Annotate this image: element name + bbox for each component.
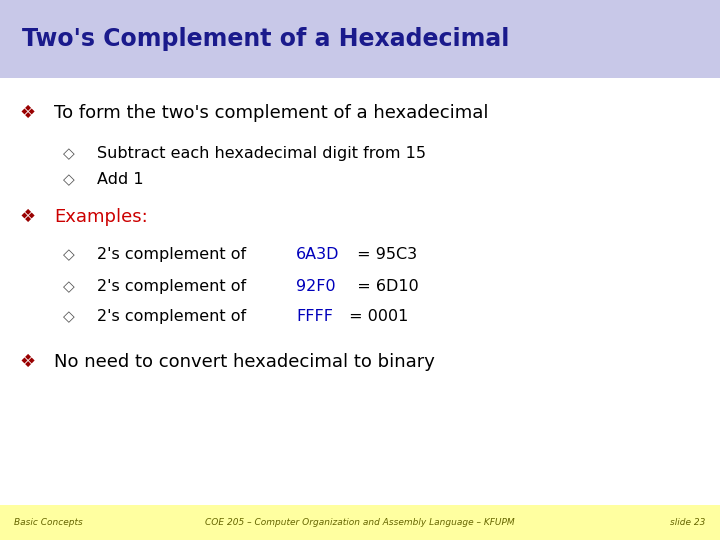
Text: 6A3D: 6A3D <box>296 247 340 262</box>
Text: = 95C3: = 95C3 <box>352 247 418 262</box>
Text: 2's complement of: 2's complement of <box>97 279 251 294</box>
Text: 2's complement of: 2's complement of <box>97 247 251 262</box>
FancyBboxPatch shape <box>0 505 720 540</box>
Text: ◇: ◇ <box>63 247 74 262</box>
Text: ◇: ◇ <box>63 309 74 325</box>
Text: ❖: ❖ <box>19 353 35 371</box>
Text: COE 205 – Computer Organization and Assembly Language – KFUPM: COE 205 – Computer Organization and Asse… <box>205 518 515 527</box>
Text: ◇: ◇ <box>63 146 74 161</box>
Text: 92F0: 92F0 <box>296 279 336 294</box>
Text: 2's complement of: 2's complement of <box>97 309 251 325</box>
Text: = 0001: = 0001 <box>344 309 408 325</box>
Text: = 6D10: = 6D10 <box>347 279 419 294</box>
Text: Subtract each hexadecimal digit from 15: Subtract each hexadecimal digit from 15 <box>97 146 426 161</box>
Text: ◇: ◇ <box>63 172 74 187</box>
Text: ❖: ❖ <box>19 104 35 123</box>
Text: Examples:: Examples: <box>54 208 148 226</box>
FancyBboxPatch shape <box>0 0 720 78</box>
Text: Two's Complement of a Hexadecimal: Two's Complement of a Hexadecimal <box>22 27 509 51</box>
Text: To form the two's complement of a hexadecimal: To form the two's complement of a hexade… <box>54 104 488 123</box>
Text: Add 1: Add 1 <box>97 172 144 187</box>
Text: FFFF: FFFF <box>296 309 333 325</box>
Text: Basic Concepts: Basic Concepts <box>14 518 83 527</box>
Text: No need to convert hexadecimal to binary: No need to convert hexadecimal to binary <box>54 353 435 371</box>
Text: slide 23: slide 23 <box>670 518 706 527</box>
Text: ❖: ❖ <box>19 208 35 226</box>
Text: ◇: ◇ <box>63 279 74 294</box>
